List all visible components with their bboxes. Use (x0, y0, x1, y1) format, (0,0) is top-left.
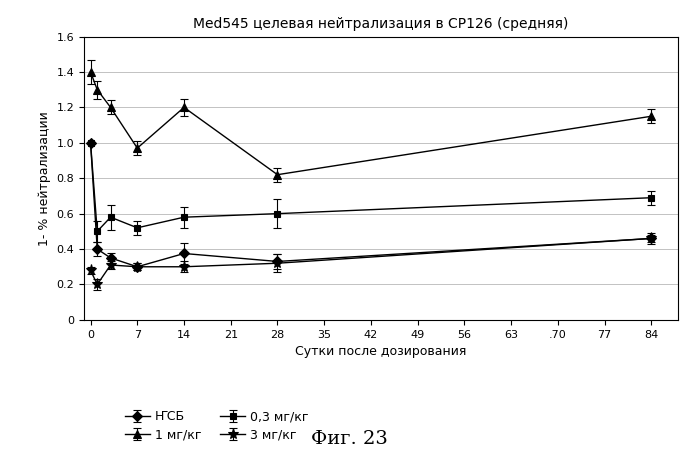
Title: Med545 целевая нейтрализация в СР126 (средняя): Med545 целевая нейтрализация в СР126 (ср… (193, 17, 569, 31)
Text: Фиг. 23: Фиг. 23 (311, 430, 388, 448)
Legend: ҤСБ, 1 мг/кг, 0,3 мг/кг, 3 мг/кг: ҤСБ, 1 мг/кг, 0,3 мг/кг, 3 мг/кг (120, 405, 314, 446)
Y-axis label: 1- % нейтрализации: 1- % нейтрализации (38, 111, 51, 245)
X-axis label: Сутки после дозирования: Сутки после дозирования (295, 345, 467, 358)
